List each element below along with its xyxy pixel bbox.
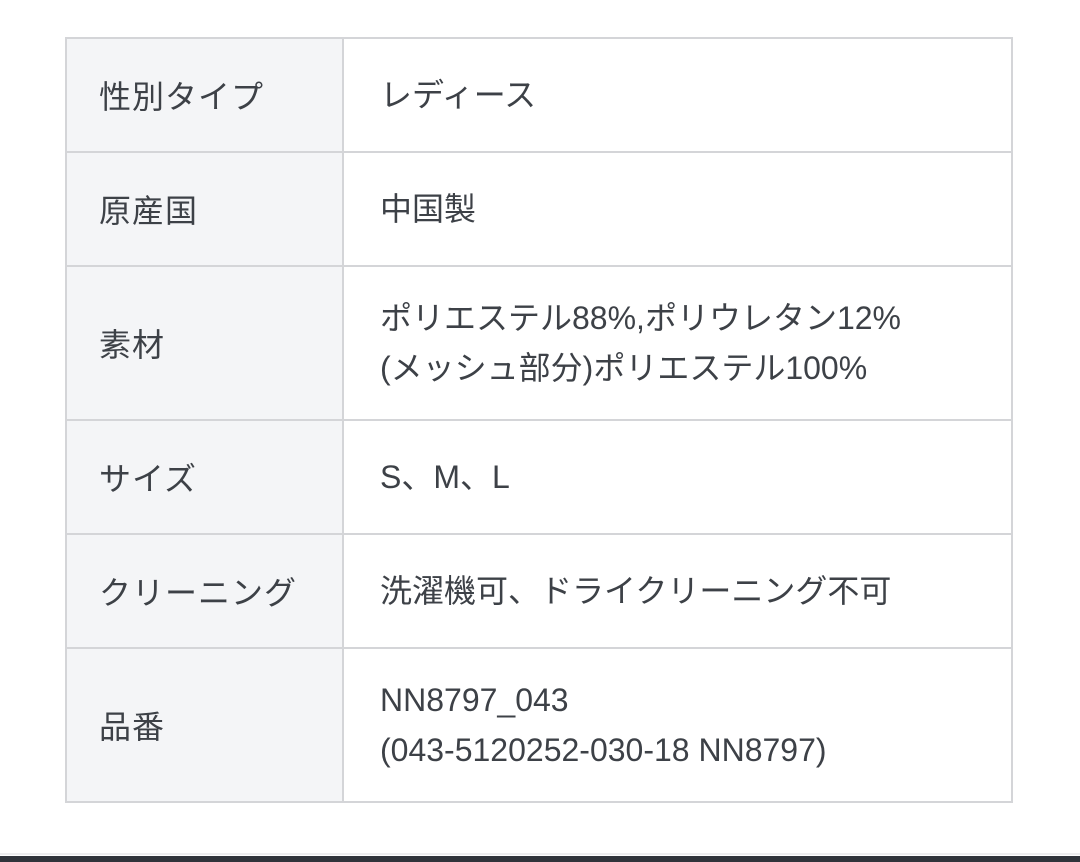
row-label-cleaning: クリーニング (67, 535, 344, 647)
value-line: (043-5120252-030-18 NN8797) (380, 732, 827, 768)
row-value-material: ポリエステル88%,ポリウレタン12% (メッシュ部分)ポリエステル100% (344, 267, 1011, 419)
table-row-gender-type: 性別タイプ レディース (67, 39, 1011, 151)
value-line: 洗濯機可、ドライクリーニング不可 (380, 573, 892, 609)
value-line: ポリエステル88%,ポリウレタン12% (380, 300, 901, 336)
row-label-material: 素材 (67, 267, 344, 419)
row-label-country-of-origin: 原産国 (67, 153, 344, 265)
product-spec-table: 性別タイプ レディース 原産国 中国製 素材 ポリエステル88%,ポリウレタン1… (65, 37, 1013, 803)
table-row-item-number: 品番 NN8797_043 (043-5120252-030-18 NN8797… (67, 647, 1011, 801)
row-label-gender-type: 性別タイプ (67, 39, 344, 151)
row-label-item-number: 品番 (67, 649, 344, 801)
table-row-country-of-origin: 原産国 中国製 (67, 151, 1011, 265)
row-value-gender-type: レディース (344, 39, 1011, 151)
value-line: (メッシュ部分)ポリエステル100% (380, 350, 868, 386)
row-value-cleaning: 洗濯機可、ドライクリーニング不可 (344, 535, 1011, 647)
table-row-size: サイズ S、M、L (67, 419, 1011, 533)
table-row-cleaning: クリーニング 洗濯機可、ドライクリーニング不可 (67, 533, 1011, 647)
row-label-size: サイズ (67, 421, 344, 533)
bottom-edge-bar (0, 856, 1080, 862)
value-line: NN8797_043 (380, 682, 569, 718)
value-line: S、M、L (380, 459, 510, 495)
row-value-item-number: NN8797_043 (043-5120252-030-18 NN8797) (344, 649, 1011, 801)
row-value-country-of-origin: 中国製 (344, 153, 1011, 265)
bottom-separator-line (0, 853, 1080, 855)
row-value-size: S、M、L (344, 421, 1011, 533)
value-line: レディース (380, 77, 537, 113)
table-row-material: 素材 ポリエステル88%,ポリウレタン12% (メッシュ部分)ポリエステル100… (67, 265, 1011, 419)
value-line: 中国製 (380, 191, 477, 227)
